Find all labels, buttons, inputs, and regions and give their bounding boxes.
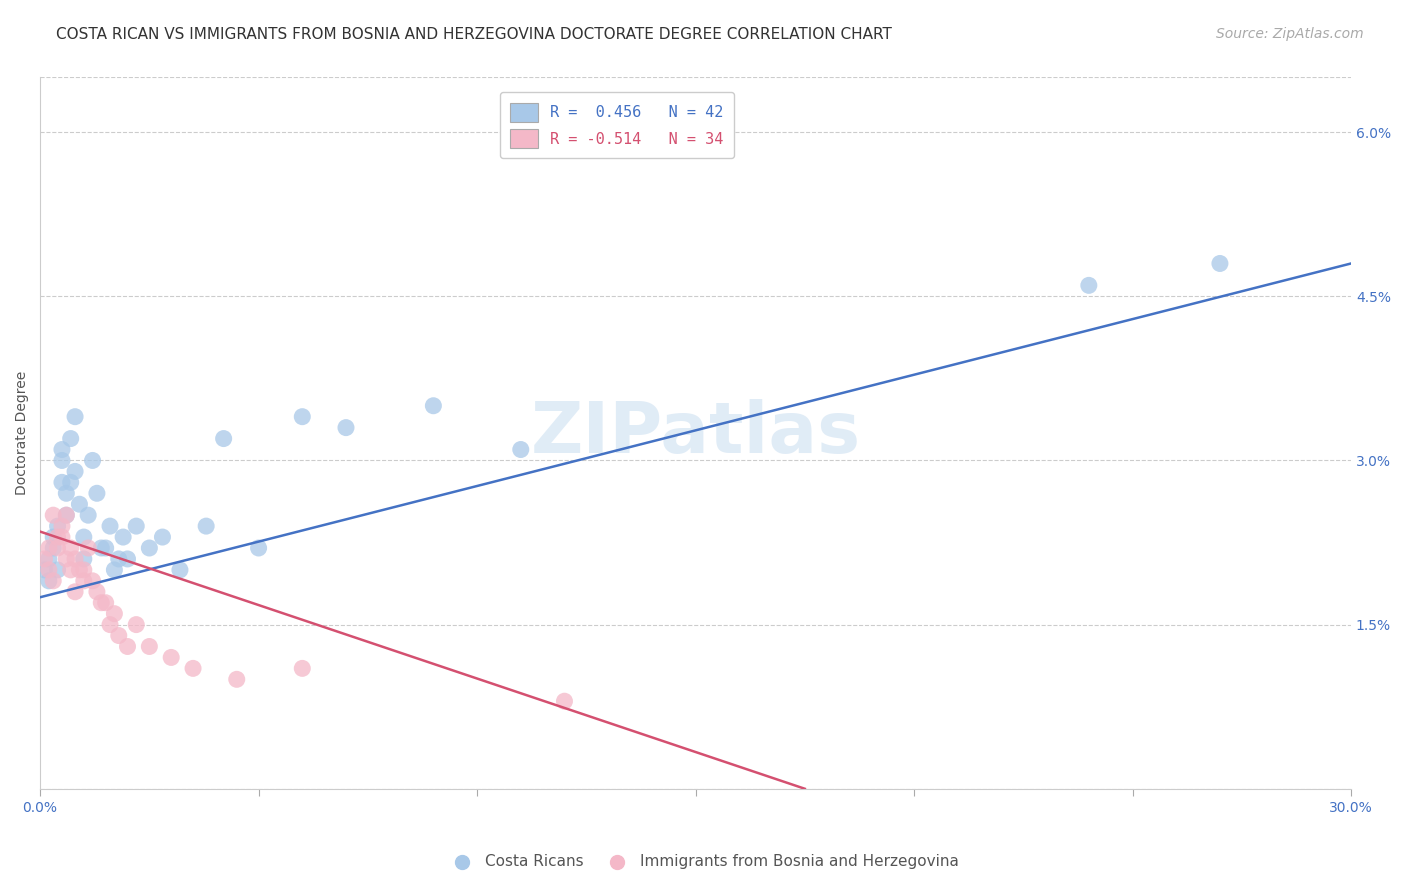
Point	[94, 541, 117, 555]
Point	[98, 617, 121, 632]
Point	[55, 552, 77, 566]
Point	[422, 399, 444, 413]
Point	[82, 453, 104, 467]
Point	[90, 541, 112, 555]
Point	[38, 574, 60, 588]
Point	[46, 541, 69, 555]
Point	[225, 673, 247, 687]
Point	[38, 541, 60, 555]
Point	[103, 563, 125, 577]
Point	[77, 508, 100, 523]
Point	[42, 508, 65, 523]
Legend: R =  0.456   N = 42, R = -0.514   N = 34: R = 0.456 N = 42, R = -0.514 N = 34	[499, 92, 734, 159]
Point	[103, 607, 125, 621]
Point	[55, 486, 77, 500]
Point	[117, 552, 139, 566]
Point	[51, 453, 73, 467]
Point	[291, 409, 314, 424]
Text: Source: ZipAtlas.com: Source: ZipAtlas.com	[1216, 27, 1364, 41]
Point	[38, 563, 60, 577]
Text: COSTA RICAN VS IMMIGRANTS FROM BOSNIA AND HERZEGOVINA DOCTORATE DEGREE CORRELATI: COSTA RICAN VS IMMIGRANTS FROM BOSNIA AN…	[56, 27, 893, 42]
Point	[46, 530, 69, 544]
Point	[94, 596, 117, 610]
Point	[73, 530, 96, 544]
Point	[82, 574, 104, 588]
Point	[98, 519, 121, 533]
Point	[1077, 278, 1099, 293]
Point	[247, 541, 270, 555]
Point	[51, 475, 73, 490]
Point	[125, 519, 148, 533]
Point	[67, 563, 90, 577]
Point	[181, 661, 204, 675]
Point	[117, 640, 139, 654]
Point	[73, 552, 96, 566]
Point	[42, 574, 65, 588]
Point	[59, 541, 82, 555]
Point	[63, 409, 86, 424]
Point	[34, 552, 56, 566]
Point	[86, 584, 108, 599]
Point	[509, 442, 531, 457]
Point	[67, 497, 90, 511]
Point	[63, 464, 86, 478]
Point	[42, 530, 65, 544]
Point	[86, 486, 108, 500]
Point	[46, 563, 69, 577]
Point	[51, 530, 73, 544]
Point	[77, 541, 100, 555]
Point	[138, 541, 160, 555]
Point	[73, 563, 96, 577]
Point	[160, 650, 183, 665]
Point	[553, 694, 575, 708]
Point	[107, 628, 129, 642]
Point	[112, 530, 135, 544]
Point	[63, 552, 86, 566]
Point	[195, 519, 218, 533]
Text: ZIPatlas: ZIPatlas	[530, 399, 860, 467]
Y-axis label: Doctorate Degree: Doctorate Degree	[15, 371, 30, 495]
Point	[42, 541, 65, 555]
Point	[169, 563, 191, 577]
Point	[73, 574, 96, 588]
Point	[51, 519, 73, 533]
Point	[38, 552, 60, 566]
Point	[125, 617, 148, 632]
Point	[55, 508, 77, 523]
Point	[152, 530, 174, 544]
Point	[59, 563, 82, 577]
Point	[34, 563, 56, 577]
Point	[1209, 256, 1232, 270]
Point	[55, 508, 77, 523]
Legend: Costa Ricans, Immigrants from Bosnia and Herzegovina: Costa Ricans, Immigrants from Bosnia and…	[440, 848, 966, 875]
Point	[59, 432, 82, 446]
Point	[59, 475, 82, 490]
Point	[335, 420, 357, 434]
Point	[46, 519, 69, 533]
Point	[138, 640, 160, 654]
Point	[212, 432, 235, 446]
Point	[90, 596, 112, 610]
Point	[291, 661, 314, 675]
Point	[107, 552, 129, 566]
Point	[63, 584, 86, 599]
Point	[51, 442, 73, 457]
